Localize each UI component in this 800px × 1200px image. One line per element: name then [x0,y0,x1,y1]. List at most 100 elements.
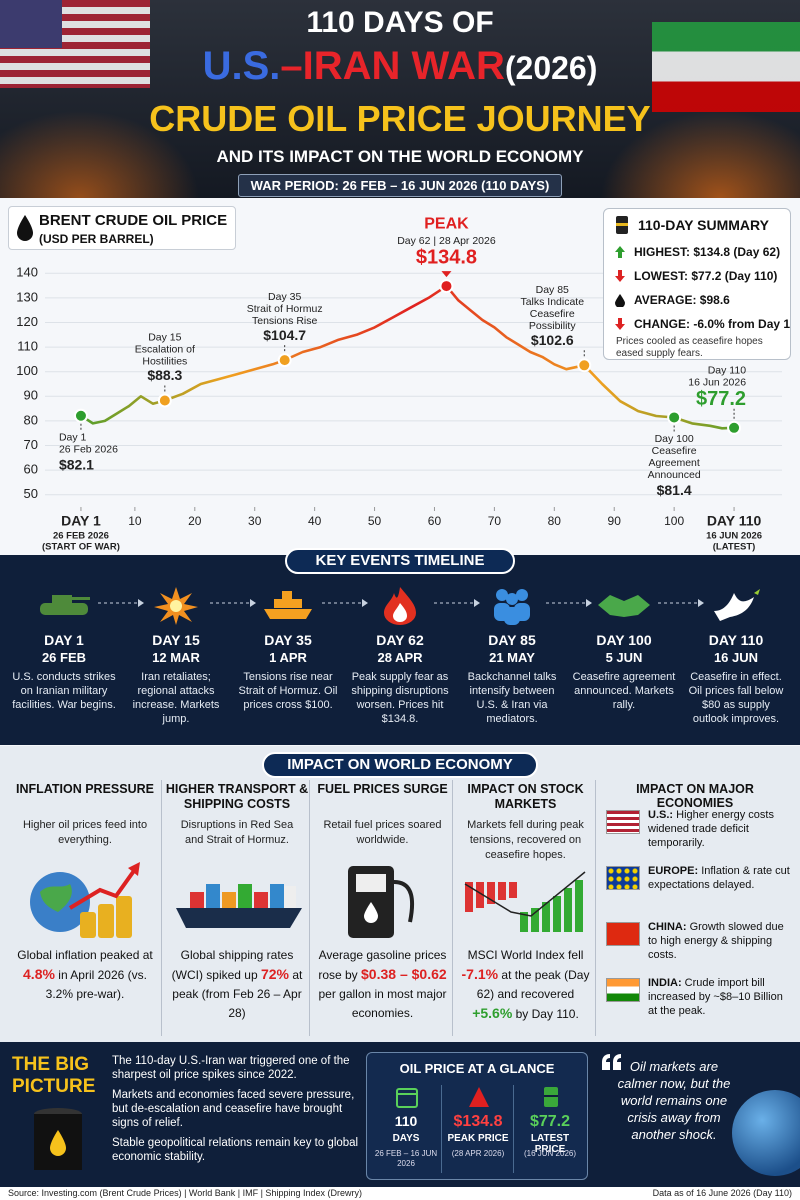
impact-highlight: 4.8% [23,966,55,982]
connector-head [474,599,480,607]
event-text: Ceasefire in effect. Oil prices fall bel… [688,671,784,725]
summary-icon [615,246,625,258]
y-tick-label: 60 [24,462,38,477]
footer-asof: Data as of 16 June 2026 (Day 110) [652,1188,792,1198]
stock-bar [464,882,473,912]
event-date: 5 JUN [605,650,643,665]
title-us: U.S. [202,44,281,88]
impact-col-intro: Markets fell during peak tensions, recov… [467,819,584,861]
x-tick-label: 90 [608,514,622,528]
stock-bar [497,882,506,900]
glance-icon [396,1088,418,1108]
summary-label: CHANGE: [634,317,690,331]
summary-icon [615,318,625,330]
impact-col-foot: MSCI World Index fell -7.1% at the peak … [461,946,590,1024]
impact-highlight: $0.38 – $0.62 [361,966,447,982]
iran-flag [652,22,800,112]
stock-bar [563,888,572,932]
stock-bar [508,882,517,898]
connector-head [698,599,704,607]
stock-bar [475,882,484,908]
event-date: 21 MAY [489,650,535,665]
economy-desc: Inflation & rate cut expectations delaye… [648,865,790,891]
impact-col-title: HIGHER TRANSPORT & SHIPPING COSTS [165,782,309,811]
impact-column [455,780,596,1036]
summary-value: $98.6 [699,293,730,307]
y-tick-label: 140 [16,265,38,280]
glance-note: 26 FEB – 16 JUN 2026 [374,1149,438,1168]
connector-head [362,599,368,607]
annotation-text: Hostilities [142,355,187,367]
impact-foot-text: in April 2026 (vs. 3.2% pre-war). [45,968,147,1001]
big-picture-paragraph: Markets and economies faced severe press… [112,1089,355,1129]
glance-label: DAYS [392,1133,420,1144]
annotation-text: Possibility [529,320,576,332]
icon [274,599,302,608]
container [190,892,204,908]
annotation-text: Day 85 [536,284,569,296]
icon [496,589,508,601]
connector-head [138,599,144,607]
event-date: 26 FEB [41,650,87,665]
peak-icon [469,1087,489,1107]
annotation-text: Announced [648,469,701,481]
summary-label: LOWEST: [634,269,688,283]
summary-text: LOWEST: $77.2 (Day 110) [634,269,777,283]
glance-note: (16 JUN 2026) [523,1149,577,1158]
arrow-head [128,862,140,876]
x-tick-label: 80 [548,514,562,528]
container [206,884,220,908]
x-tick-label: 60 [428,514,442,528]
event-connector [434,599,480,607]
flag [606,978,640,1002]
impact-col-title: INFLATION PRESSURE [16,782,154,796]
icon [170,600,182,612]
impact-foot-text: per gallon in most major economies. [318,987,447,1020]
event-icon [494,589,530,625]
economy-name: EUROPE: [648,865,699,877]
annotation-value: $81.4 [657,482,692,498]
icon [615,318,625,330]
summary-value: -6.0% from Day 1 [693,317,791,331]
icon [615,270,625,282]
event-day: DAY 110 [708,632,764,648]
impact-illustration [30,862,140,938]
trend-arrow [68,866,138,910]
footer-source: Source: Investing.com (Brent Crude Price… [8,1188,362,1198]
event-day: DAY 1 [44,632,84,648]
impact-col-foot: Average gasoline prices rose by $0.38 – … [318,946,447,1023]
annotation-text: Day 110 [708,365,746,377]
economy-text: EUROPE: Inflation & rate cut expectation… [648,864,790,892]
annotation-text: 26 Feb 2026 [59,444,118,456]
timeline [0,555,800,745]
icon [264,609,312,619]
container [222,892,236,908]
icon [615,294,625,307]
icon [754,589,760,595]
annotation-marker [157,393,172,408]
event-icon [40,595,90,615]
annotation-value: $77.2 [696,388,746,410]
impact-foot-text: at peak (from Feb 26 – Apr 28) [172,968,303,1020]
summary-label: AVERAGE: [634,293,697,307]
impact-column [8,780,162,1036]
barrel-drop [50,1130,66,1156]
x-tick-label: 50 [368,514,382,528]
y-tick-label: 100 [16,363,38,378]
summary-note: Prices cooled as ceasefire hopes eased s… [616,336,763,359]
annotation-text: Ceasefire [530,308,575,320]
x-tick-label: 30 [248,514,262,528]
event-text: Iran retaliates; regional attacks increa… [132,671,220,725]
impact-highlight: 72% [260,966,290,982]
icon [714,593,754,621]
annotation-value: $104.7 [263,327,306,343]
y-tick-label: 50 [24,486,38,501]
y-tick-label: 80 [24,412,38,427]
glance-value: $77.2 [529,1113,571,1130]
fire-glow-right [600,110,800,198]
war-period: WAR PERIOD: 26 FEB – 16 JUN 2026 (110 DA… [237,174,563,197]
big-picture-title: THE BIG PICTURE [12,1054,96,1097]
period-wrap: WAR PERIOD: 26 FEB – 16 JUN 2026 (110 DA… [0,174,800,197]
icon [615,246,625,258]
